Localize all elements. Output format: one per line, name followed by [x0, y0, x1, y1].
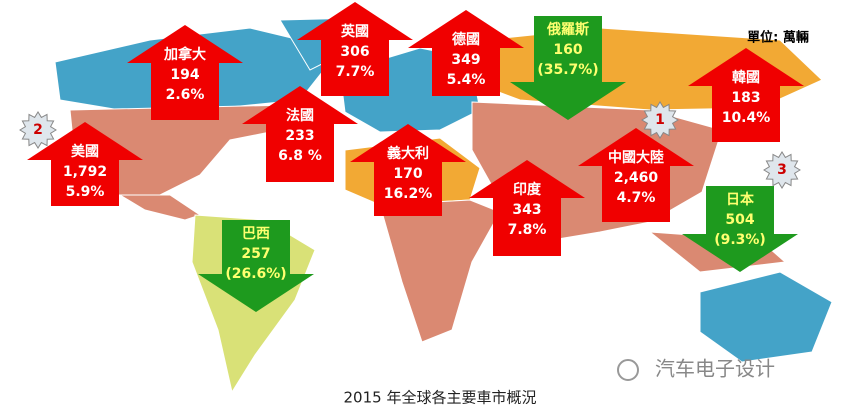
watermark-text: 汽车电子设计 — [655, 357, 775, 381]
watermark: 汽车电子设计 — [617, 357, 775, 381]
africa-south — [379, 199, 501, 343]
market-sales: 194 — [170, 67, 199, 83]
market-growth: (26.6%) — [225, 266, 286, 282]
market-growth: 6.8 % — [278, 148, 322, 164]
market-sales: 183 — [731, 90, 760, 106]
market-arrow: 印度 343 7.8% — [469, 160, 585, 256]
market-sales: 160 — [553, 42, 582, 58]
title: 2015 年全球各主要車市概況 — [344, 389, 537, 407]
growth-arrow — [242, 86, 358, 182]
market-name: 巴西 — [242, 226, 270, 242]
market-name: 日本 — [726, 191, 755, 208]
market-arrow: 義大利 170 16.2% — [350, 124, 466, 216]
market-name: 印度 — [513, 181, 542, 198]
market-growth: (9.3%) — [714, 232, 766, 248]
central-america — [118, 194, 202, 221]
watermark-icon — [617, 359, 639, 381]
growth-arrow — [27, 122, 143, 206]
market-name: 義大利 — [387, 145, 429, 162]
market-name: 俄羅斯 — [546, 21, 589, 38]
growth-arrow — [127, 25, 243, 120]
growth-arrow — [408, 10, 524, 96]
growth-arrow — [297, 2, 413, 96]
market-name: 美國 — [71, 143, 99, 160]
market-arrow: 美國 1,792 5.9% — [27, 122, 143, 206]
market-name: 德國 — [452, 31, 480, 48]
growth-arrow — [350, 124, 466, 216]
market-sales: 349 — [451, 52, 480, 68]
market-growth: (35.7%) — [537, 62, 598, 78]
market-sales: 504 — [725, 212, 754, 228]
market-sales: 233 — [285, 128, 314, 144]
market-growth: 5.9% — [66, 184, 105, 200]
market-arrow: 法國 233 6.8 % — [242, 86, 358, 182]
market-growth: 5.4% — [447, 72, 486, 88]
market-growth: 10.4% — [722, 110, 771, 126]
market-arrow: 巴西 257 (26.6%) — [198, 220, 314, 312]
market-growth: 16.2% — [384, 186, 433, 202]
market-sales: 306 — [340, 44, 369, 60]
decline-arrow — [198, 220, 314, 312]
decline-arrow — [510, 16, 626, 120]
decline-arrow — [682, 186, 798, 272]
market-arrow: 韓國 183 10.4% — [688, 48, 804, 142]
market-sales: 343 — [512, 202, 541, 218]
australia — [699, 271, 833, 363]
rank-badge — [763, 151, 801, 189]
market-growth: 2.6% — [166, 87, 205, 103]
growth-arrow — [688, 48, 804, 142]
market-growth: 4.7% — [617, 190, 656, 206]
market-sales: 257 — [241, 246, 270, 262]
market-arrow: 俄羅斯 160 (35.7%) — [510, 16, 626, 120]
rank-number: 3 — [777, 162, 787, 178]
rank-badge — [641, 101, 679, 139]
rank-number: 2 — [33, 122, 43, 138]
market-name: 法國 — [286, 107, 314, 124]
market-growth: 7.8% — [508, 222, 547, 238]
market-name: 英國 — [340, 23, 369, 40]
market-growth: 7.7% — [336, 64, 375, 80]
market-arrow: 德國 349 5.4% — [408, 10, 524, 96]
market-arrow: 中國大陸 2,460 4.7% — [578, 128, 694, 222]
growth-arrow — [469, 160, 585, 256]
market-sales: 1,792 — [63, 164, 107, 180]
market-arrow: 日本 504 (9.3%) — [682, 186, 798, 272]
growth-arrow — [578, 128, 694, 222]
market-name: 韓國 — [732, 69, 760, 86]
rank-number: 1 — [655, 112, 665, 128]
unit-label: 單位: 萬輛 — [747, 30, 809, 46]
market-name: 中國大陸 — [608, 149, 664, 166]
market-arrow: 加拿大 194 2.6% — [127, 25, 243, 120]
rank-badge — [19, 111, 57, 149]
market-sales: 170 — [393, 166, 422, 182]
market-arrow: 英國 306 7.7% — [297, 2, 413, 96]
market-name: 加拿大 — [163, 46, 206, 63]
market-sales: 2,460 — [614, 170, 659, 186]
